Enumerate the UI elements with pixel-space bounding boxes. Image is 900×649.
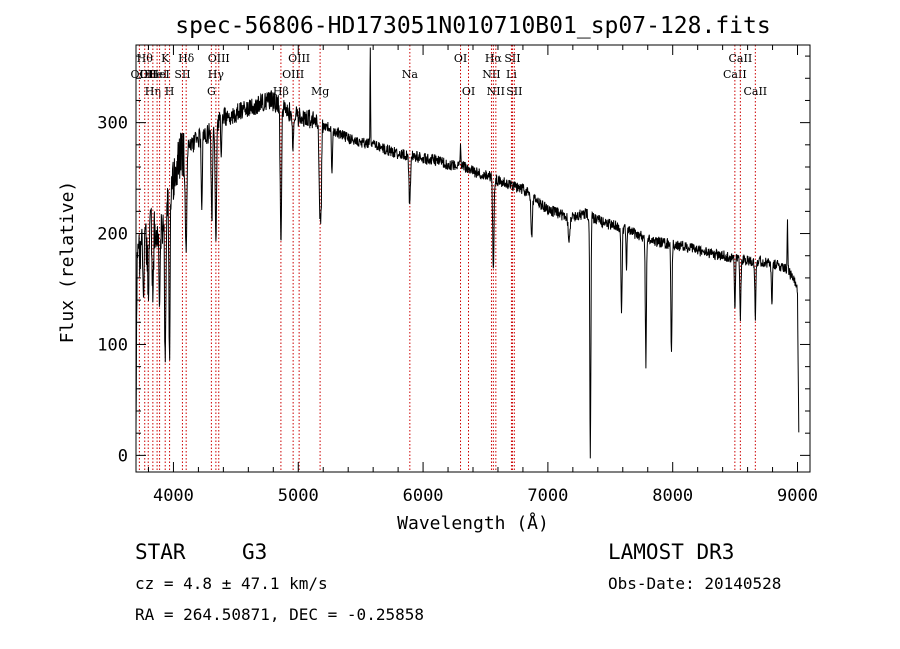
chart-title: spec-56806-HD173051N010710B01_sp07-128.f… xyxy=(175,13,770,39)
x-tick-label: 5000 xyxy=(278,486,319,506)
x-axis-label: Wavelength (Å) xyxy=(397,512,549,534)
line-marker-label: Li xyxy=(506,68,517,81)
line-marker-label: Hθ xyxy=(137,52,154,65)
line-marker-label: HeI xyxy=(147,68,167,81)
line-marker-label: Hδ xyxy=(178,52,195,65)
line-marker-label: Na xyxy=(402,68,419,81)
line-marker-label: Hα xyxy=(485,52,503,65)
line-marker-label: Hβ xyxy=(273,85,289,98)
y-tick-label: 300 xyxy=(97,114,128,134)
spectrum-line xyxy=(135,47,800,459)
x-tick-label: 6000 xyxy=(403,486,444,506)
subclass-label: G3 xyxy=(242,540,267,564)
line-marker-label: G xyxy=(207,85,216,98)
line-marker-label: SII xyxy=(506,85,522,98)
line-marker-label: NII xyxy=(487,85,505,98)
y-tick-label: 0 xyxy=(118,446,128,466)
line-marker-label: CaII xyxy=(729,52,753,65)
survey-label: LAMOST DR3 xyxy=(608,540,734,564)
spectral-line-markers: OIIHθOIIHηHeIHeIKHSIIHδGHγOIIIHβOIIIOIII… xyxy=(131,45,767,472)
line-marker-label: CaII xyxy=(743,85,767,98)
line-marker-label: Hη xyxy=(145,85,161,98)
x-tick-label: 9000 xyxy=(777,486,818,506)
coordinates-text: RA = 264.50871, DEC = -0.25858 xyxy=(135,605,424,624)
class-label: STAR xyxy=(135,540,186,564)
line-marker-label: NII xyxy=(482,68,500,81)
line-marker-label: CaII xyxy=(723,68,747,81)
x-tick-label: 4000 xyxy=(153,486,194,506)
y-axis: 0 100 200 300 xyxy=(97,55,810,466)
y-axis-label: Flux (relative) xyxy=(57,181,78,344)
line-marker-label: OI xyxy=(454,52,467,65)
line-marker-label: OIII xyxy=(208,52,230,65)
line-marker-label: OI xyxy=(462,85,475,98)
line-marker-label: SII xyxy=(504,52,520,65)
x-tick-label: 7000 xyxy=(527,486,568,506)
line-marker-label: Hγ xyxy=(208,68,225,81)
line-marker-label: HeI xyxy=(149,68,169,81)
line-marker-label: K xyxy=(161,52,170,65)
obs-date-text: Obs-Date: 20140528 xyxy=(608,574,781,593)
line-marker-label: OIII xyxy=(288,52,310,65)
line-marker-label: H xyxy=(165,85,175,98)
y-tick-label: 200 xyxy=(97,225,128,245)
redshift-text: cz = 4.8 ± 47.1 km/s xyxy=(135,574,328,593)
line-marker-label: SII xyxy=(174,68,190,81)
line-marker-label: Mg xyxy=(311,85,329,98)
x-tick-label: 8000 xyxy=(652,486,693,506)
line-marker-label: OIII xyxy=(282,68,304,81)
line-marker-label: OII xyxy=(131,68,149,81)
y-tick-label: 100 xyxy=(97,335,128,355)
x-axis: 4000 5000 6000 7000 8000 9000 xyxy=(147,45,818,506)
